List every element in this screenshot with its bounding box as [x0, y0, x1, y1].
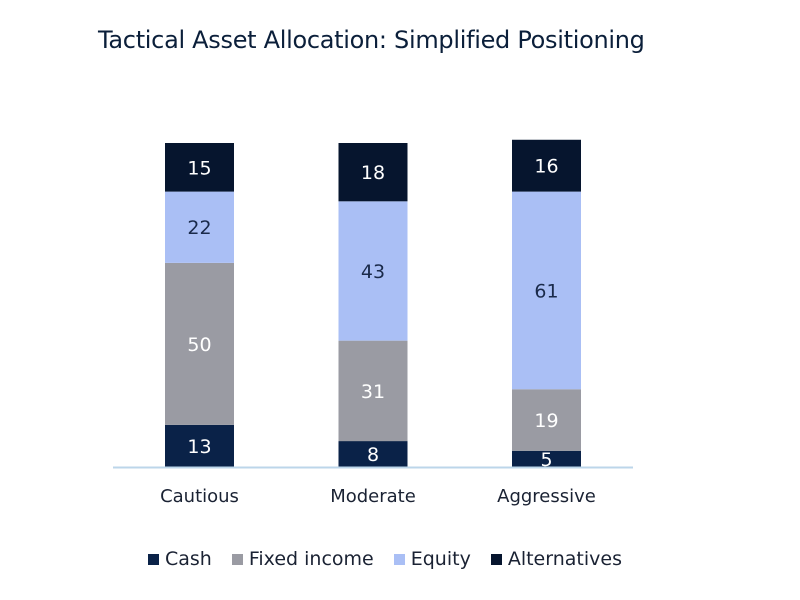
legend-swatch-cash — [148, 553, 159, 565]
data-label-cautious-cash: 13 — [187, 436, 211, 458]
x-tick-label-moderate: Moderate — [330, 486, 416, 507]
legend-label-alternatives: Alternatives — [507, 548, 622, 570]
bar-segment-moderate-fixed-income — [338, 340, 408, 442]
x-tick-label-cautious: Cautious — [160, 486, 239, 507]
legend-label-cash: Cash — [165, 548, 212, 570]
legend-item-equity: Equity — [393, 548, 471, 570]
legend-item-fixed-income: Fixed income — [231, 548, 374, 570]
data-label-aggressive-equity: 61 — [534, 280, 558, 302]
data-label-cautious-equity: 22 — [187, 217, 211, 239]
legend-item-alternatives: Alternatives — [490, 548, 622, 570]
legend-swatch-fixed-income — [231, 553, 243, 565]
bar-segment-aggressive-cash — [512, 450, 581, 467]
bar-segment-moderate-cash — [338, 441, 408, 467]
legend-label-equity: Equity — [410, 548, 471, 570]
bar-segment-cautious-cash — [165, 424, 234, 467]
chart-legend: Cash Fixed income Equity Alternatives — [148, 548, 642, 570]
legend-swatch-equity — [393, 553, 405, 565]
legend-item-cash: Cash — [148, 548, 212, 570]
data-label-aggressive-fixed-income: 19 — [534, 410, 558, 432]
data-label-cautious-fixed-income: 50 — [187, 334, 211, 356]
chart-title: Tactical Asset Allocation: Simplified Po… — [98, 26, 645, 54]
data-label-moderate-equity: 43 — [361, 261, 385, 283]
bar-segment-moderate-alternatives — [338, 143, 408, 202]
data-label-moderate-alternatives: 18 — [361, 162, 385, 184]
data-label-moderate-fixed-income: 31 — [361, 381, 385, 403]
x-tick-label-aggressive: Aggressive — [497, 486, 596, 507]
bar-segment-aggressive-fixed-income — [512, 389, 581, 451]
bar-segment-moderate-equity — [338, 201, 408, 341]
bar-segment-aggressive-equity — [512, 191, 581, 390]
data-label-moderate-cash: 8 — [367, 444, 379, 466]
legend-swatch-alternatives — [490, 553, 502, 565]
data-label-aggressive-cash: 5 — [540, 449, 552, 471]
bar-segment-cautious-equity — [165, 191, 234, 263]
bar-segment-aggressive-alternatives — [512, 139, 581, 192]
legend-label-fixed-income: Fixed income — [248, 548, 374, 570]
bar-segment-cautious-fixed-income — [165, 262, 234, 425]
data-label-aggressive-alternatives: 16 — [534, 156, 558, 178]
data-label-cautious-alternatives: 15 — [187, 157, 211, 179]
bar-segment-cautious-alternatives — [165, 143, 234, 192]
